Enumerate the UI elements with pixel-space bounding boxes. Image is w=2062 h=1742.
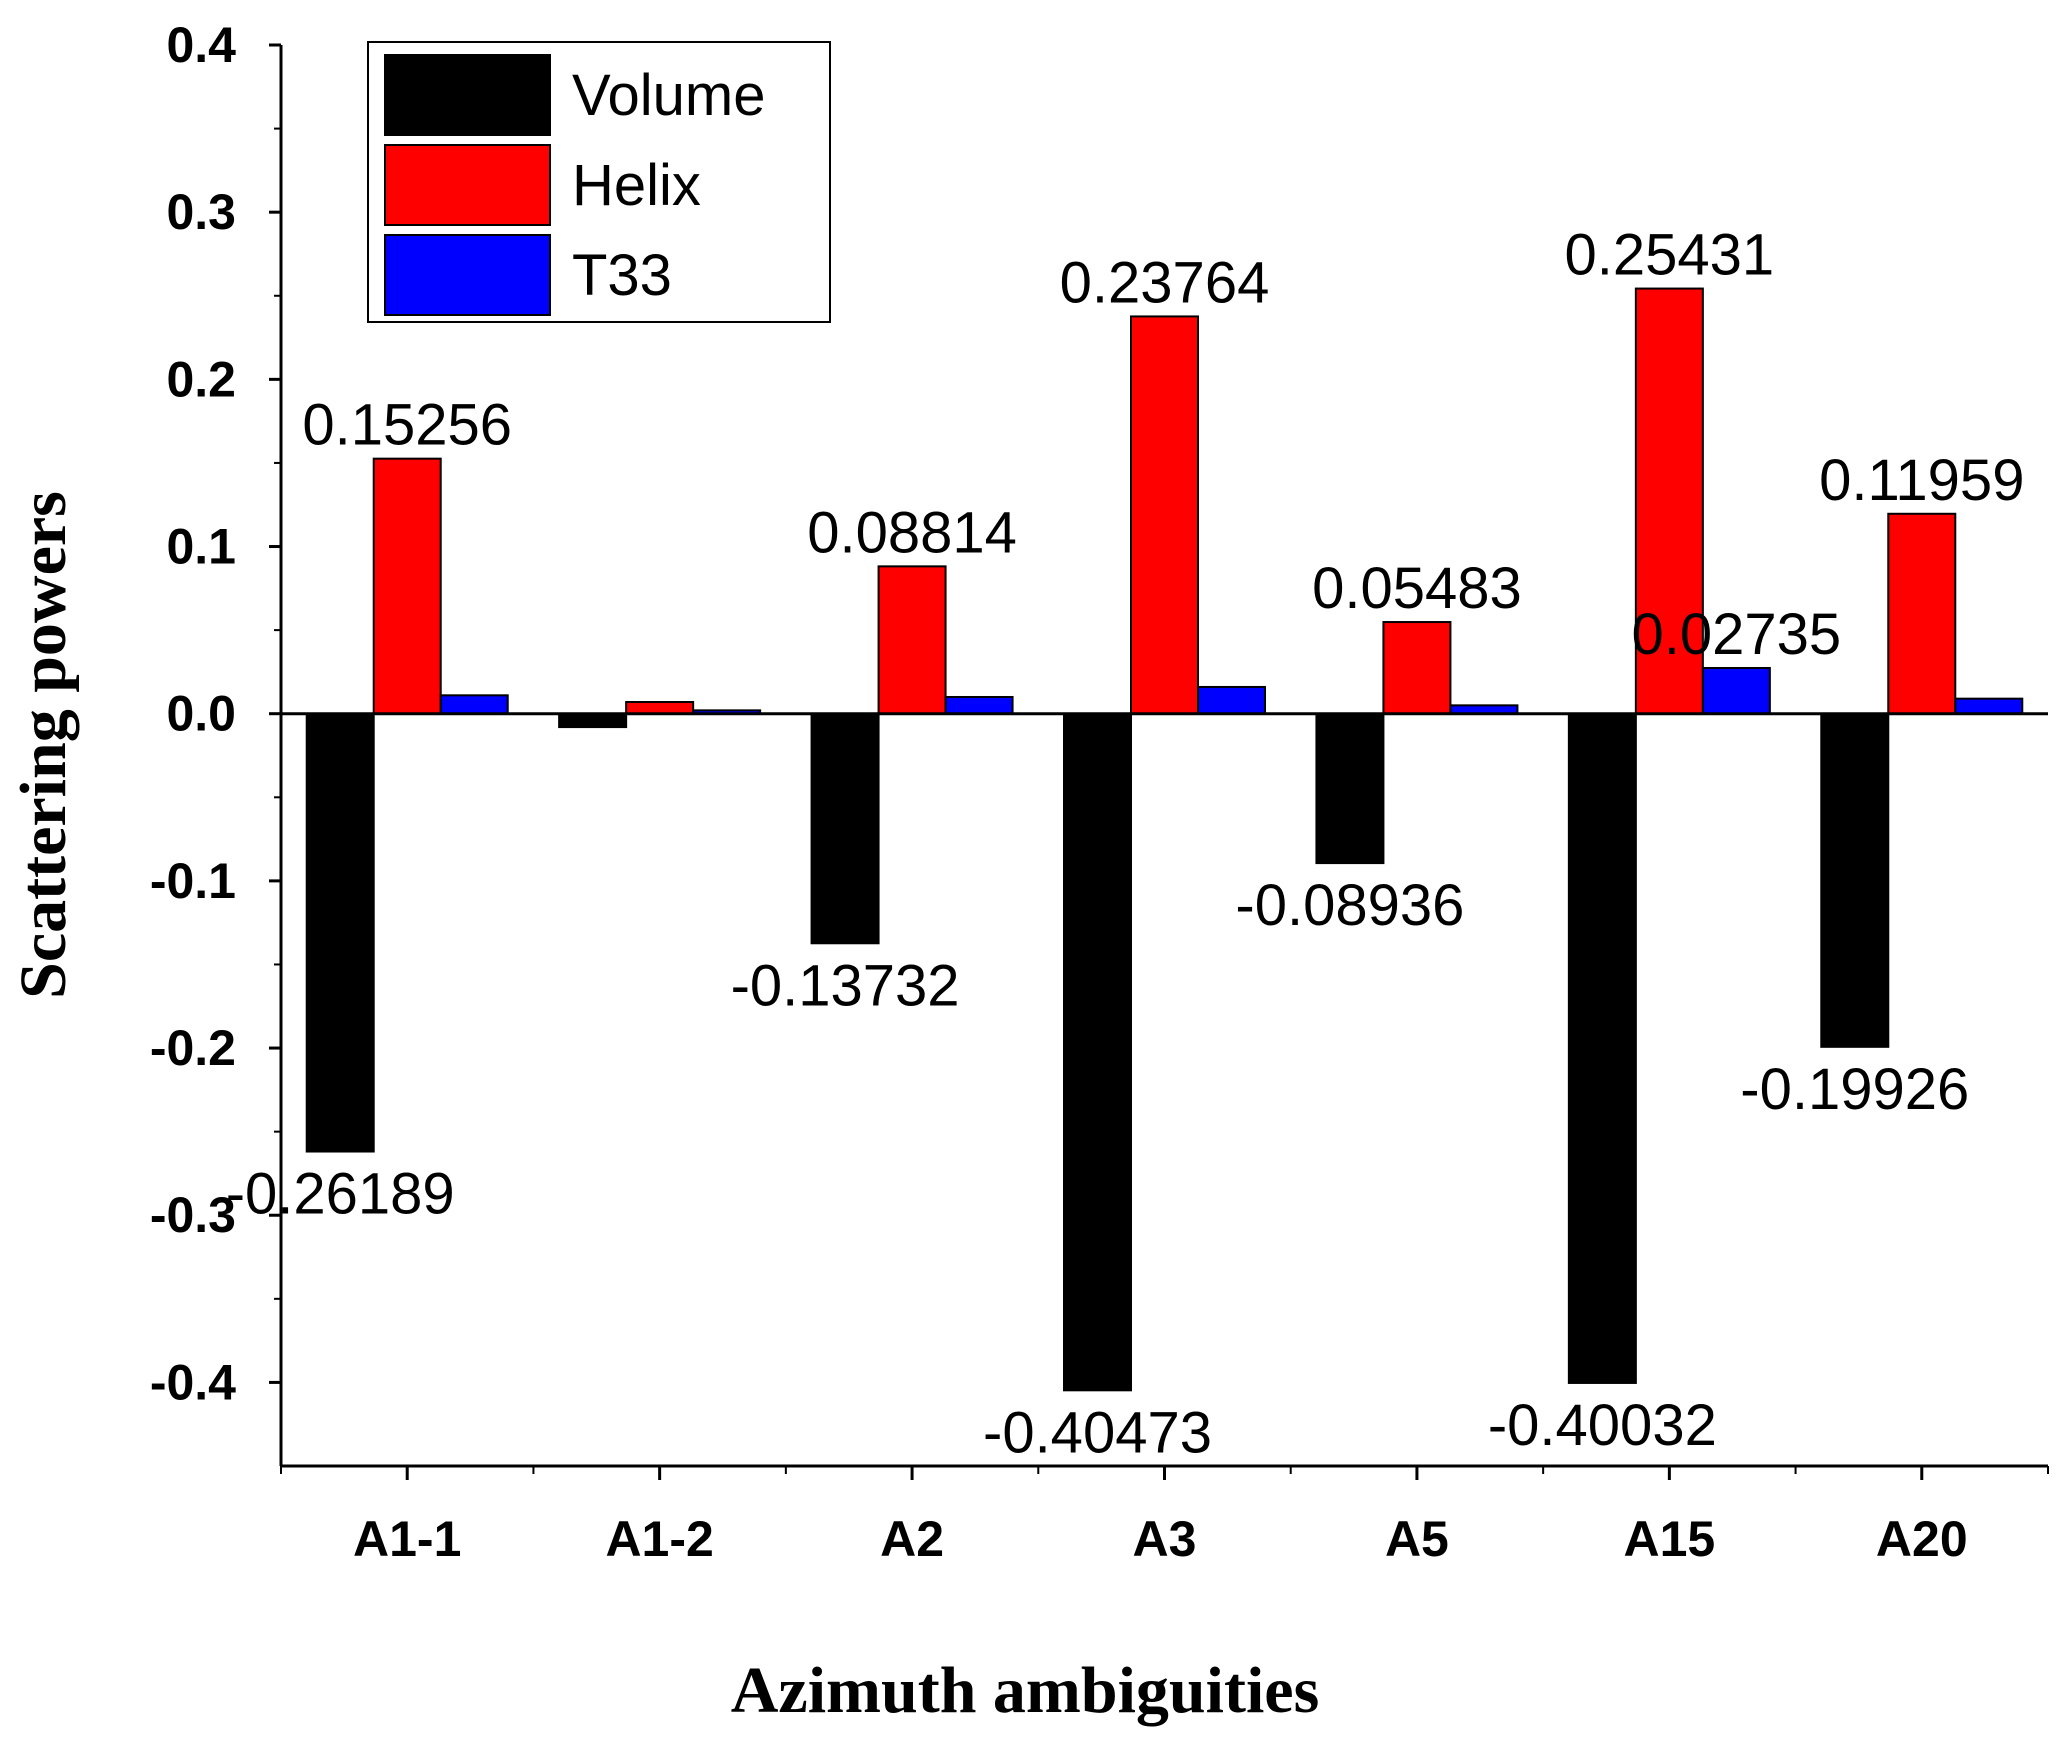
data-label-volume-a5: -0.08936: [1235, 873, 1464, 938]
y-tick-label: 0.2: [166, 351, 236, 407]
data-label-volume-a15: -0.40032: [1488, 1393, 1717, 1458]
y-tick-label: -0.3: [150, 1187, 236, 1243]
data-labels: -0.26189 0.15256 -0.13732 0.08814 -0.40473 0.…: [226, 223, 2025, 1466]
bar-t33-a3: [1197, 685, 1266, 715]
bar-volume-a5: [1315, 712, 1385, 865]
y-tick-label: 0.3: [166, 184, 236, 240]
x-axis-title: Azimuth ambiguities: [731, 1654, 1320, 1727]
bar-helix-a3: [1130, 315, 1199, 715]
y-tick-label: 0.0: [166, 686, 236, 742]
x-tick-label: A1-1: [353, 1511, 461, 1567]
bar-volume-a2: [810, 712, 880, 945]
legend-label-helix: Helix: [572, 153, 701, 218]
data-label-helix-a2: 0.08814: [807, 500, 1017, 565]
y-tick-label: 0.4: [166, 17, 236, 73]
bars: [305, 287, 2024, 1392]
bar-helix-a5: [1382, 621, 1452, 715]
bar-helix-a20: [1887, 512, 1957, 715]
x-axis: A1-1 A1-2 A2 A3 A5 A15 A20: [280, 1466, 2049, 1567]
data-label-helix-a5: 0.05483: [1312, 556, 1522, 621]
legend-label-t33: T33: [572, 243, 672, 308]
data-label-volume-a20: -0.19926: [1740, 1057, 1969, 1122]
x-tick-label: A20: [1876, 1511, 1968, 1567]
y-axis-title: Scattering powers: [7, 491, 80, 999]
bar-volume-a1-1: [305, 712, 375, 1153]
bar-volume-a15: [1567, 712, 1637, 1384]
y-tick-label: -0.1: [150, 853, 236, 909]
bar-volume-a20: [1820, 712, 1890, 1048]
x-tick-label: A15: [1623, 1511, 1715, 1567]
bar-t33-a20: [1954, 697, 2024, 715]
y-tick-label: 0.1: [166, 519, 236, 575]
bar-volume-a3: [1063, 712, 1132, 1392]
data-label-helix-a3: 0.23764: [1060, 250, 1270, 315]
data-label-helix-a20: 0.11959: [1819, 448, 2024, 513]
bar-t33-a2: [944, 695, 1014, 715]
data-label-helix-a15: 0.25431: [1565, 223, 1775, 288]
y-axis-ticks: -0.4 -0.3 -0.2 -0.1 0.0 0.1 0.2 0.3 0.4: [150, 17, 2048, 1468]
bar-helix-a2: [877, 565, 947, 715]
bar-helix-a1-1: [372, 457, 442, 715]
legend-swatch-helix: [384, 144, 551, 226]
data-label-volume-a1-1: -0.26189: [226, 1162, 455, 1227]
legend-swatch-volume: [384, 54, 551, 136]
x-tick-label: A3: [1133, 1511, 1197, 1567]
legend-swatch-t33: [384, 234, 551, 316]
y-tick-label: -0.4: [150, 1354, 236, 1410]
x-tick-label: A2: [880, 1511, 944, 1567]
bar-t33-a1-1: [439, 694, 509, 715]
bar-volume-a1-2: [558, 712, 628, 729]
bar-helix-a15: [1634, 287, 1704, 715]
data-label-helix-a1-1: 0.15256: [302, 393, 512, 458]
x-tick-label: A1-2: [605, 1511, 713, 1567]
data-label-volume-a2: -0.13732: [731, 953, 960, 1018]
y-tick-label: -0.2: [150, 1020, 236, 1076]
x-tick-label: A5: [1385, 1511, 1449, 1567]
legend-label-volume: Volume: [572, 63, 765, 128]
data-label-t33-a15: 0.02735: [1632, 602, 1842, 667]
data-label-volume-a3: -0.40473: [983, 1400, 1212, 1465]
bar-helix-a1-2: [625, 701, 695, 715]
bar-t33-a15: [1701, 666, 1771, 715]
legend: Volume Helix T33: [367, 41, 831, 323]
